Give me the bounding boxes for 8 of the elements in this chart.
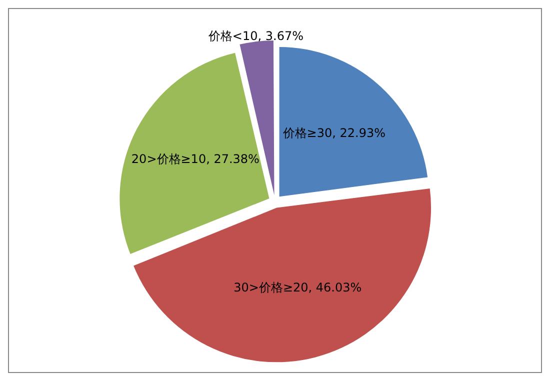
data-label: , 27.38% — [206, 152, 260, 166]
data-label: , 3.67% — [258, 29, 304, 44]
slice-label: 20>价格≥10 — [131, 152, 206, 166]
data-label: , 22.93% — [332, 126, 386, 140]
slice-label: 价格<10 — [207, 29, 258, 44]
slice-label: 价格≥30 — [282, 126, 332, 140]
slice-label: 30>价格≥20 — [234, 280, 308, 294]
data-label: , 46.03% — [308, 280, 362, 294]
